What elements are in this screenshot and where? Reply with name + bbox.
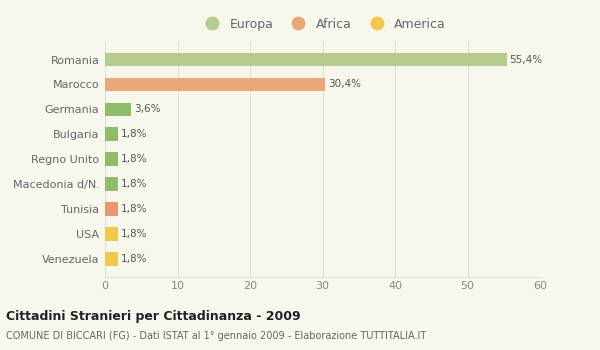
Bar — [105, 103, 131, 116]
Bar — [105, 252, 118, 266]
Text: 3,6%: 3,6% — [134, 104, 161, 114]
Bar — [105, 227, 118, 241]
Text: 55,4%: 55,4% — [509, 55, 542, 64]
Text: 1,8%: 1,8% — [121, 154, 148, 164]
Bar — [105, 52, 506, 66]
Text: 1,8%: 1,8% — [121, 204, 148, 214]
Bar — [105, 152, 118, 166]
Bar — [105, 127, 118, 141]
Legend: Europa, Africa, America: Europa, Africa, America — [199, 18, 446, 31]
Text: 1,8%: 1,8% — [121, 254, 148, 264]
Text: 30,4%: 30,4% — [328, 79, 361, 90]
Text: 1,8%: 1,8% — [121, 129, 148, 139]
Text: 1,8%: 1,8% — [121, 179, 148, 189]
Text: 1,8%: 1,8% — [121, 229, 148, 239]
Bar — [105, 78, 325, 91]
Text: COMUNE DI BICCARI (FG) - Dati ISTAT al 1° gennaio 2009 - Elaborazione TUTTITALIA: COMUNE DI BICCARI (FG) - Dati ISTAT al 1… — [6, 331, 426, 341]
Text: Cittadini Stranieri per Cittadinanza - 2009: Cittadini Stranieri per Cittadinanza - 2… — [6, 310, 301, 323]
Bar — [105, 202, 118, 216]
Bar — [105, 177, 118, 191]
